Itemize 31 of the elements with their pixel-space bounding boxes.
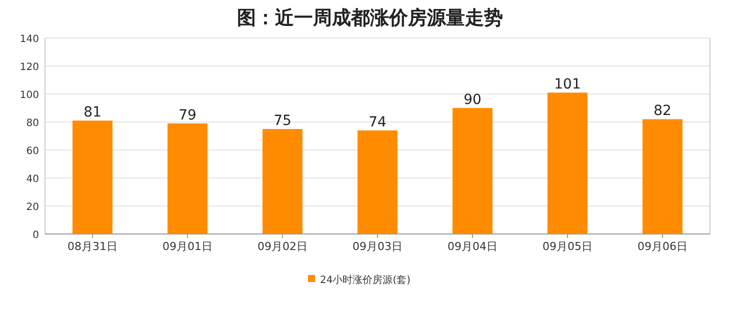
y-tick-label: 0	[32, 230, 39, 241]
y-tick-label: 80	[26, 118, 39, 129]
bar	[358, 130, 398, 234]
bar	[72, 120, 112, 234]
y-tick-label: 120	[20, 62, 39, 73]
data-label: 75	[274, 113, 292, 129]
data-label: 90	[464, 92, 482, 108]
x-tick-label: 09月01日	[162, 240, 212, 253]
bar	[168, 123, 208, 234]
bar	[452, 108, 492, 234]
legend-label: 24小时涨价房源(套)	[320, 274, 411, 286]
x-tick-label: 09月06日	[638, 240, 688, 253]
data-label: 82	[654, 103, 672, 120]
bar	[548, 92, 588, 234]
bar	[262, 129, 302, 234]
chart-title: 图：近一周成都涨价房源量走势	[237, 7, 503, 29]
y-tick-label: 100	[20, 90, 39, 101]
x-tick-label: 09月03日	[352, 240, 402, 253]
y-tick-label: 60	[26, 146, 39, 157]
y-tick-label: 20	[26, 202, 39, 213]
data-label: 74	[368, 114, 386, 130]
y-tick-label: 40	[26, 174, 39, 185]
x-tick-label: 09月02日	[258, 240, 308, 253]
x-tick-label: 09月04日	[448, 240, 498, 253]
x-tick-label: 08月31日	[68, 240, 118, 253]
data-label: 79	[178, 107, 196, 124]
data-label: 101	[554, 76, 581, 93]
y-tick-label: 140	[20, 34, 39, 45]
x-tick-label: 09月05日	[542, 240, 592, 253]
bar	[642, 119, 682, 234]
data-label: 81	[84, 104, 102, 121]
